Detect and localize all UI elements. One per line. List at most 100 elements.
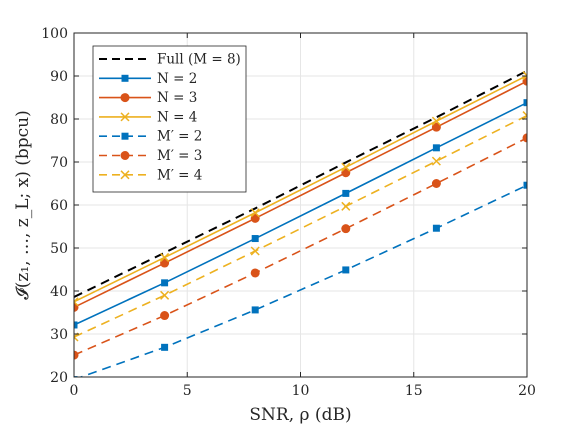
data-point [251,235,259,243]
data-point [160,258,170,268]
data-point [431,116,441,126]
data-point [522,71,527,81]
marker-stroke [120,170,130,180]
data-point [523,181,527,189]
legend-entry: N = 4 [99,109,197,125]
marker-stroke [250,246,260,256]
marker-stroke [74,335,79,342]
data-point [160,311,170,321]
marker-stroke [341,201,351,211]
y-tick-label: 50 [50,241,68,257]
legend-marker [121,74,129,82]
y-tick-label: 30 [50,327,68,343]
y-tick-label: 90 [50,69,68,85]
marker-stroke [522,71,527,77]
series-line [74,137,527,356]
marker-stroke [341,162,351,172]
data-point [74,350,79,360]
axis-ticks: 0 5 10 15 20 20 30 40 50 60 70 80 90 100 [41,26,536,399]
series-3 [74,71,527,307]
y-tick-label: 20 [50,370,68,386]
x-tick-label: 10 [292,383,310,399]
legend-marker [120,93,130,103]
legend-entry: N = 3 [99,90,197,106]
marker-stroke [431,156,441,166]
series-1 [74,99,527,329]
legend-entry: Full (M = 8) [99,52,241,68]
y-axis-label: 𝓘(z₁, …, z_L; x) (bpcu) [13,110,33,300]
y-tick-label: 70 [50,155,68,171]
data-point [341,162,351,172]
series-2 [74,76,527,312]
data-point [160,252,170,262]
data-point [342,189,350,197]
y-tick-label: 40 [50,284,68,300]
data-point [432,224,440,232]
marker-stroke [522,111,527,117]
data-point [251,306,259,314]
legend-box [92,45,247,193]
series-0 [74,69,527,298]
legend: Full (M = 8) N = 2 N = 3 N = 4 M′ = 2 M′ = 3 M… [92,45,247,193]
legend-entry: M′ = 4 [99,167,202,183]
series-6 [74,111,527,342]
legend-label: N = 2 [157,71,197,87]
data-point [341,201,351,211]
legend-marker [120,112,130,122]
marker-stroke [522,74,527,81]
data-point [522,133,527,143]
data-point [523,99,527,107]
data-point [74,297,79,307]
data-point [250,208,260,218]
series-line [74,74,527,303]
series-line [74,80,527,309]
legend-entry: M′ = 3 [99,148,202,164]
marker-stroke [522,114,527,121]
data-point [341,168,351,178]
y-tick-label: 80 [50,112,68,128]
y-tick-label: 60 [50,198,68,214]
legend-entry: M′ = 2 [99,129,202,145]
legend-marker [121,132,129,140]
data-point [161,279,169,287]
marker-stroke [120,112,130,122]
data-point [160,290,170,300]
series-line [74,114,527,338]
data-point [250,268,260,278]
data-point [250,246,260,256]
data-point [161,343,169,351]
legend-label: M′ = 3 [157,148,202,164]
legend-label: N = 4 [157,109,197,125]
marker-stroke [160,252,170,262]
x-axis-label: SNR, ρ (dB) [249,405,351,425]
x-tick-label: 5 [183,383,192,399]
data-point [431,156,441,166]
marker-stroke [431,116,441,126]
marker-stroke [74,300,79,307]
legend-marker [120,170,130,180]
y-tick-label: 100 [41,26,68,42]
legend-label: N = 3 [157,90,197,106]
legend-label: Full (M = 8) [157,52,241,68]
marker-stroke [74,297,79,303]
data-point [341,224,351,234]
data-point [522,111,527,121]
marker-stroke [250,208,260,218]
data-point [431,122,441,132]
legend-entry: N = 2 [99,71,197,87]
data-point [432,144,440,152]
data-point [431,179,441,188]
plot-series [74,69,527,377]
x-tick-label: 15 [405,383,423,399]
series-5 [74,133,527,360]
x-tick-label: 20 [518,383,536,399]
legend-label: M′ = 4 [157,167,202,183]
x-tick-label: 0 [70,383,79,399]
data-point [74,321,78,329]
legend-marker [120,151,130,160]
data-point [342,266,350,274]
data-point [250,213,260,223]
marker-stroke [160,290,170,300]
series-line [74,101,527,326]
